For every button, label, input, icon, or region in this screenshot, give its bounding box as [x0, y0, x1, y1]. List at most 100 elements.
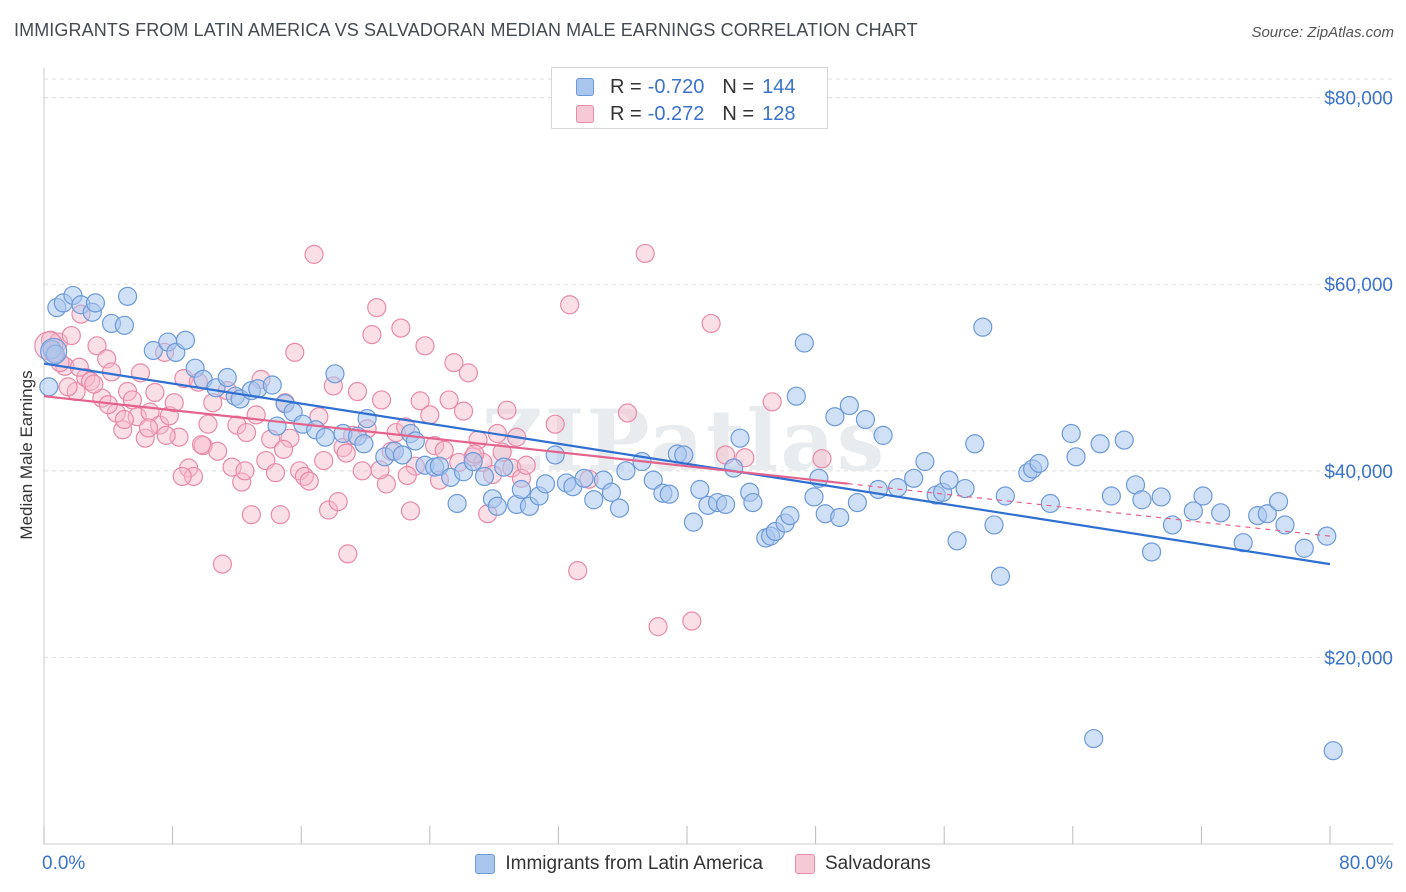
data-point	[212, 554, 233, 574]
legend-item-immigrants[interactable]: Immigrants from Latin America	[475, 853, 763, 875]
data-point	[415, 336, 435, 356]
data-point	[405, 431, 425, 451]
data-point	[743, 492, 763, 513]
r-label: R =	[610, 102, 642, 125]
data-point	[164, 393, 184, 413]
series-legend: Immigrants from Latin America Salvadoran…	[0, 851, 1406, 877]
data-point	[39, 377, 59, 397]
data-point	[84, 374, 104, 394]
n-value: 144	[762, 75, 796, 98]
data-point	[701, 313, 721, 334]
data-point	[730, 428, 750, 448]
legend-swatch-pink	[795, 854, 815, 874]
data-point	[1183, 501, 1203, 521]
data-point	[574, 468, 594, 488]
data-point	[267, 416, 287, 436]
data-point	[392, 445, 413, 465]
chart-title: IMMIGRANTS FROM LATIN AMERICA VS SALVADO…	[14, 20, 918, 40]
data-point	[794, 333, 814, 353]
data-point	[208, 441, 228, 461]
data-point	[191, 435, 212, 455]
data-point	[458, 363, 478, 383]
data-point	[397, 465, 417, 486]
data-point	[1162, 515, 1183, 535]
data-point	[545, 445, 565, 465]
data-point	[262, 375, 282, 395]
data-point	[643, 470, 663, 490]
data-point	[786, 386, 806, 406]
y-tick-label: $20,000	[1324, 648, 1393, 669]
axes	[43, 68, 1393, 845]
legend-item-salvadorans[interactable]: Salvadorans	[795, 853, 931, 875]
data-point	[780, 506, 800, 526]
data-point	[314, 450, 334, 471]
data-point	[352, 461, 372, 481]
data-point	[325, 364, 345, 384]
data-point	[156, 425, 176, 445]
data-point	[241, 505, 261, 525]
data-point	[265, 463, 286, 483]
data-point	[804, 487, 824, 507]
data-point	[497, 400, 517, 420]
y-tick-label: $80,000	[1324, 89, 1393, 110]
data-point	[114, 409, 134, 430]
x-tick-label: 80.0%	[1339, 853, 1393, 874]
data-point	[463, 451, 483, 472]
data-point	[338, 544, 358, 564]
legend-row-immigrants: R = -0.720 N = 144	[576, 75, 795, 99]
data-point	[235, 461, 255, 481]
data-point	[193, 436, 213, 456]
data-point	[995, 486, 1015, 506]
data-point	[648, 617, 668, 637]
data-point	[939, 470, 959, 490]
data-point	[1084, 728, 1104, 749]
y-axis-label: Median Male Earnings	[17, 370, 36, 539]
data-point	[299, 471, 319, 491]
data-point	[609, 498, 630, 518]
data-point	[965, 434, 985, 454]
data-point	[659, 484, 679, 504]
data-point	[494, 457, 514, 477]
data-point	[58, 377, 78, 397]
data-point	[617, 403, 638, 423]
data-point	[354, 434, 374, 454]
data-point	[1101, 486, 1121, 506]
y-tick-label: $60,000	[1324, 275, 1393, 296]
tick-labels: $20,000 $40,000 $60,000 $80,000 0.0% 80.0%	[42, 89, 1393, 874]
data-point	[336, 443, 356, 463]
data-point	[715, 494, 736, 515]
data-point	[410, 391, 430, 411]
data-point	[1268, 492, 1289, 512]
data-point	[682, 611, 702, 631]
data-point	[444, 353, 464, 373]
data-point	[855, 409, 876, 430]
data-point	[560, 295, 580, 315]
data-point	[487, 496, 507, 516]
data-point	[1257, 504, 1277, 524]
data-point	[1132, 490, 1152, 510]
data-point	[868, 479, 888, 500]
data-point	[873, 425, 893, 445]
data-point	[175, 330, 196, 350]
trend-line-immigrants	[43, 362, 1331, 566]
data-point	[117, 286, 138, 306]
data-point	[113, 420, 133, 440]
data-point	[601, 482, 622, 502]
data-point	[246, 405, 266, 425]
legend-swatch-blue	[475, 854, 496, 874]
data-point	[1323, 741, 1343, 761]
data-point	[232, 472, 252, 492]
data-point	[724, 458, 744, 478]
series-immigrants-latin-america	[39, 285, 1343, 761]
data-point	[474, 466, 495, 487]
data-point	[347, 381, 368, 402]
data-point	[425, 436, 445, 456]
data-point	[453, 401, 474, 421]
data-point	[362, 325, 382, 345]
data-point	[762, 392, 782, 412]
data-point	[135, 428, 155, 448]
data-point	[904, 468, 924, 488]
data-point	[217, 367, 237, 388]
data-point	[584, 490, 604, 510]
